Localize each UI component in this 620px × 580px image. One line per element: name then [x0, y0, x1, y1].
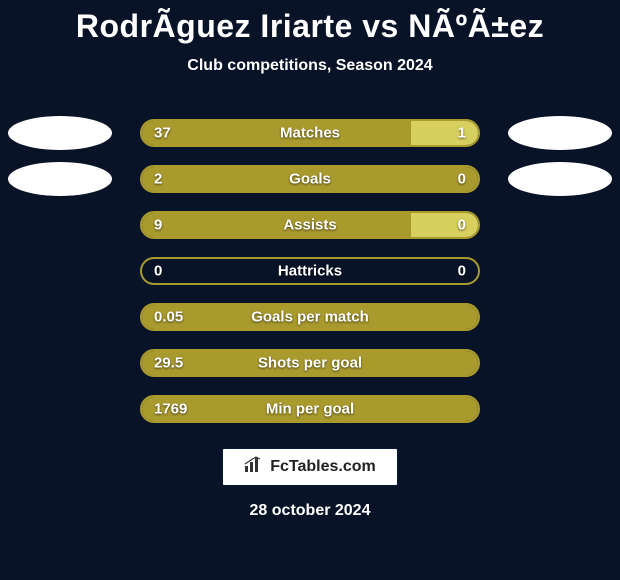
stat-value-left: 37 — [154, 125, 171, 142]
stat-bar: 2 0 Goals — [140, 165, 480, 193]
player-avatar-right — [508, 116, 612, 150]
player-avatar-right — [508, 162, 612, 196]
stat-value-right: 1 — [458, 125, 466, 142]
bar-chart-icon — [244, 456, 264, 479]
stat-row: 29.5 Shots per goal — [0, 340, 620, 386]
stat-row: 37 1 Matches — [0, 110, 620, 156]
stat-value-left: 1769 — [154, 401, 187, 418]
stat-row: 0 0 Hattricks — [0, 248, 620, 294]
stat-value-left: 9 — [154, 217, 162, 234]
stat-bar-right — [411, 121, 478, 145]
page-title: RodrÃ­guez Iriarte vs NÃºÃ±ez — [0, 0, 620, 45]
stat-row: 9 0 Assists — [0, 202, 620, 248]
stat-bar: 1769 Min per goal — [140, 395, 480, 423]
stat-value-left: 0.05 — [154, 309, 183, 326]
stat-label: Goals per match — [251, 309, 369, 326]
stat-label: Goals — [289, 171, 331, 188]
stat-label: Matches — [280, 125, 340, 142]
stat-value-left: 0 — [154, 263, 162, 280]
stat-value-right: 0 — [458, 263, 466, 280]
stat-bar-left — [142, 213, 411, 237]
stat-row: 1769 Min per goal — [0, 386, 620, 432]
stat-row: 0.05 Goals per match — [0, 294, 620, 340]
stat-bar: 0 0 Hattricks — [140, 257, 480, 285]
fctables-logo[interactable]: FcTables.com — [222, 448, 398, 486]
stat-value-right: 0 — [458, 171, 466, 188]
stat-label: Min per goal — [266, 401, 354, 418]
stat-bar: 9 0 Assists — [140, 211, 480, 239]
stat-bar: 0.05 Goals per match — [140, 303, 480, 331]
logo-text: FcTables.com — [270, 458, 376, 476]
player-avatar-left — [8, 116, 112, 150]
stat-bar: 37 1 Matches — [140, 119, 480, 147]
player-avatar-left — [8, 162, 112, 196]
stat-label: Shots per goal — [258, 355, 362, 372]
stat-row: 2 0 Goals — [0, 156, 620, 202]
comparison-chart: 37 1 Matches 2 0 Goals 9 0 Assists 0 0 Hattricks 0.0… — [0, 110, 620, 432]
stat-bar-right — [411, 213, 478, 237]
stat-bar: 29.5 Shots per goal — [140, 349, 480, 377]
stat-value-right: 0 — [458, 217, 466, 234]
stat-value-left: 2 — [154, 171, 162, 188]
page-subtitle: Club competitions, Season 2024 — [0, 57, 620, 75]
stat-label: Hattricks — [278, 263, 342, 280]
footer-date: 28 october 2024 — [250, 502, 371, 520]
stat-label: Assists — [283, 217, 336, 234]
stat-value-left: 29.5 — [154, 355, 183, 372]
stat-bar-left — [142, 121, 411, 145]
